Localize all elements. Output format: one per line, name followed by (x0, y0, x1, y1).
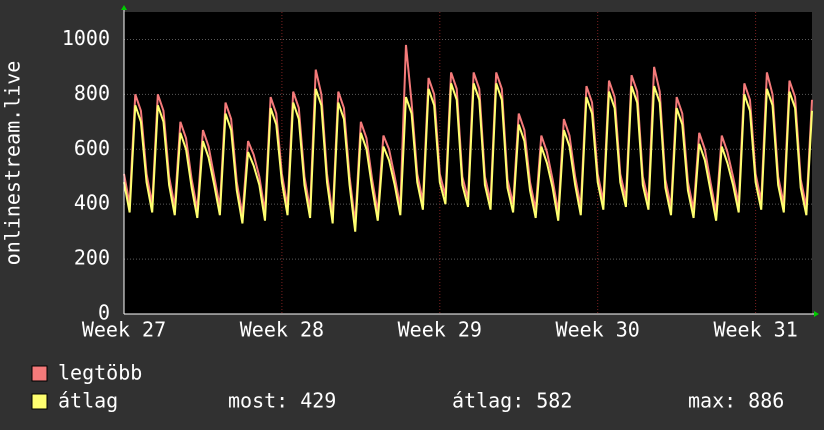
stat-label: most: (228, 389, 288, 413)
stat-value: 886 (748, 389, 784, 413)
x-tick-label: Week 28 (240, 318, 324, 342)
y-tick-label: 400 (74, 191, 110, 215)
x-tick-label: Week 31 (713, 318, 797, 342)
arrow (121, 5, 127, 10)
x-tick-label: Week 30 (556, 318, 640, 342)
legend-swatch (31, 365, 48, 382)
stat-value: 429 (300, 389, 336, 413)
x-tick-label: Week 29 (398, 318, 482, 342)
y-tick-label: 1000 (62, 26, 110, 50)
legend-label: legtöbb (58, 361, 142, 385)
plot-area (124, 12, 812, 314)
arrow (814, 311, 819, 317)
stat-label: max: (688, 389, 736, 413)
y-tick-label: 200 (74, 246, 110, 270)
y-tick-label: 0 (98, 301, 110, 325)
x-tick-label: Week 27 (82, 318, 166, 342)
stat-value: 582 (536, 389, 572, 413)
y-axis-label: onlinestream.live (1, 61, 25, 266)
legend-swatch (31, 393, 48, 410)
line-series (123, 83, 813, 232)
y-tick-label: 600 (74, 136, 110, 160)
y-tick-label: 800 (74, 81, 110, 105)
legend-label: átlag (58, 389, 118, 413)
stat-label: átlag: (452, 389, 524, 413)
